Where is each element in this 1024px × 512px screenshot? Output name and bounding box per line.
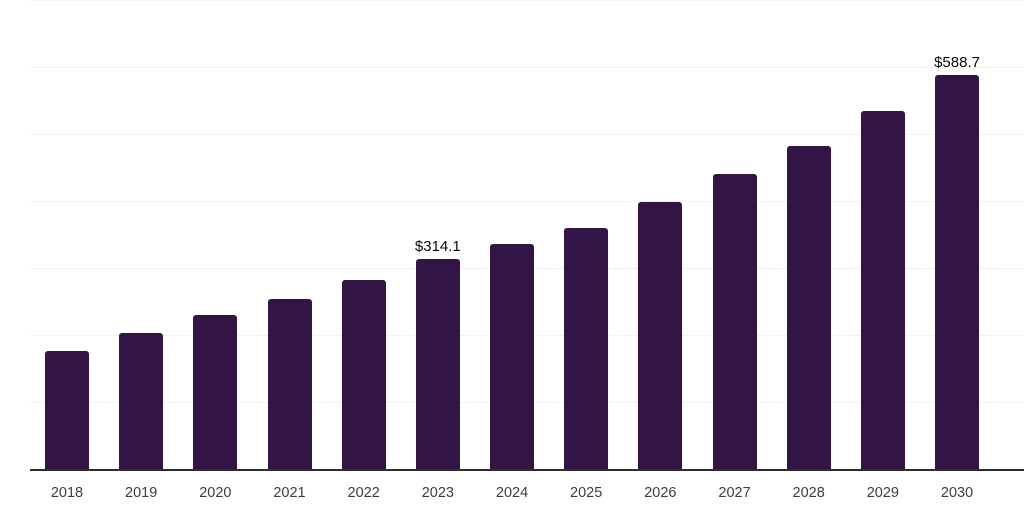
bar-2025[interactable] [564,228,609,469]
x-axis-label-2028: 2028 [792,485,825,501]
x-axis-label-2029: 2029 [866,485,899,501]
bar-2029[interactable] [860,111,905,469]
gridline [30,67,1024,68]
x-axis-line [30,469,1024,471]
bar-2022[interactable] [341,280,386,469]
gridline [30,201,1024,202]
x-axis-label-2024: 2024 [495,485,529,501]
bar-2024[interactable] [490,244,535,469]
x-axis-label-2019: 2019 [125,485,158,501]
value-label-2030: $588.7 [934,54,980,71]
x-axis-label-2021: 2021 [273,485,306,501]
x-axis-label-2023: 2023 [421,485,454,501]
x-axis-label-2025: 2025 [570,485,603,501]
x-axis-label-2022: 2022 [347,485,380,501]
x-axis-label-2030: 2030 [940,485,974,501]
value-label-2023: $314.1 [414,238,461,255]
bar-2018[interactable] [45,351,89,469]
bar-2027[interactable] [712,174,757,469]
bar-2030[interactable] [935,75,980,469]
x-axis-label-2027: 2027 [718,485,751,501]
x-axis-label-2026: 2026 [644,485,677,501]
bar-2023[interactable] [415,259,460,469]
x-axis-label-2020: 2020 [199,485,232,501]
bar-2020[interactable] [193,315,238,469]
bar-2021[interactable] [267,299,312,469]
x-axis-label-2018: 2018 [50,485,84,501]
bar-2019[interactable] [119,333,164,469]
gridline [30,0,1024,1]
bar-2026[interactable] [638,202,683,469]
gridline [30,134,1024,135]
bar-2028[interactable] [786,146,831,469]
